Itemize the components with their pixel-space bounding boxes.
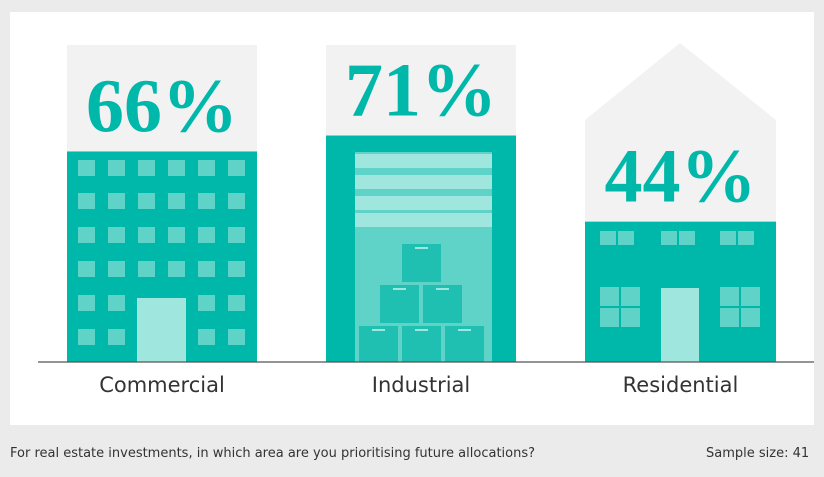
window xyxy=(661,231,677,245)
window xyxy=(228,295,245,311)
window xyxy=(198,295,215,311)
sample-size: Sample size: 41 xyxy=(706,446,809,461)
window xyxy=(720,231,736,245)
window xyxy=(78,227,95,243)
decorations xyxy=(78,152,760,362)
window xyxy=(738,231,754,245)
window-pane xyxy=(720,287,739,306)
window xyxy=(198,193,215,209)
window-pane xyxy=(600,308,619,327)
x-tick-label: Commercial xyxy=(99,373,225,397)
window-pane xyxy=(720,308,739,327)
window-pane xyxy=(600,287,619,306)
window xyxy=(78,261,95,277)
box xyxy=(359,326,398,362)
caption: For real estate investments, in which ar… xyxy=(10,446,535,461)
window xyxy=(138,227,155,243)
window xyxy=(108,193,125,209)
shutter-slat xyxy=(355,196,492,210)
x-tick-label: Industrial xyxy=(372,373,471,397)
window xyxy=(108,227,125,243)
box xyxy=(380,285,419,323)
window xyxy=(198,160,215,176)
window xyxy=(198,329,215,345)
window xyxy=(228,261,245,277)
window xyxy=(108,329,125,345)
window xyxy=(228,160,245,176)
door xyxy=(661,288,699,362)
box xyxy=(402,244,441,282)
x-tick-label: Residential xyxy=(623,373,739,397)
box xyxy=(402,326,441,362)
value-label: 66% xyxy=(86,64,238,148)
window xyxy=(168,261,185,277)
window xyxy=(228,193,245,209)
window xyxy=(78,329,95,345)
window-pane xyxy=(741,308,760,327)
window xyxy=(108,261,125,277)
value-label: 71% xyxy=(345,49,497,133)
window xyxy=(679,231,695,245)
shutter-slat xyxy=(355,213,492,227)
window xyxy=(168,193,185,209)
box xyxy=(423,285,462,323)
window xyxy=(228,227,245,243)
door xyxy=(137,298,186,362)
window xyxy=(138,193,155,209)
window xyxy=(108,160,125,176)
window-pane xyxy=(741,287,760,306)
window xyxy=(618,231,634,245)
window xyxy=(168,227,185,243)
window xyxy=(198,261,215,277)
value-label: 44% xyxy=(605,135,757,219)
box xyxy=(445,326,484,362)
window xyxy=(78,160,95,176)
shutter-slat xyxy=(355,175,492,189)
window xyxy=(228,329,245,345)
shutter-slat xyxy=(355,154,492,168)
window-pane xyxy=(621,287,640,306)
window xyxy=(138,160,155,176)
window xyxy=(168,160,185,176)
window xyxy=(78,193,95,209)
window xyxy=(138,261,155,277)
window-pane xyxy=(621,308,640,327)
window xyxy=(78,295,95,311)
window xyxy=(198,227,215,243)
window xyxy=(600,231,616,245)
window xyxy=(108,295,125,311)
